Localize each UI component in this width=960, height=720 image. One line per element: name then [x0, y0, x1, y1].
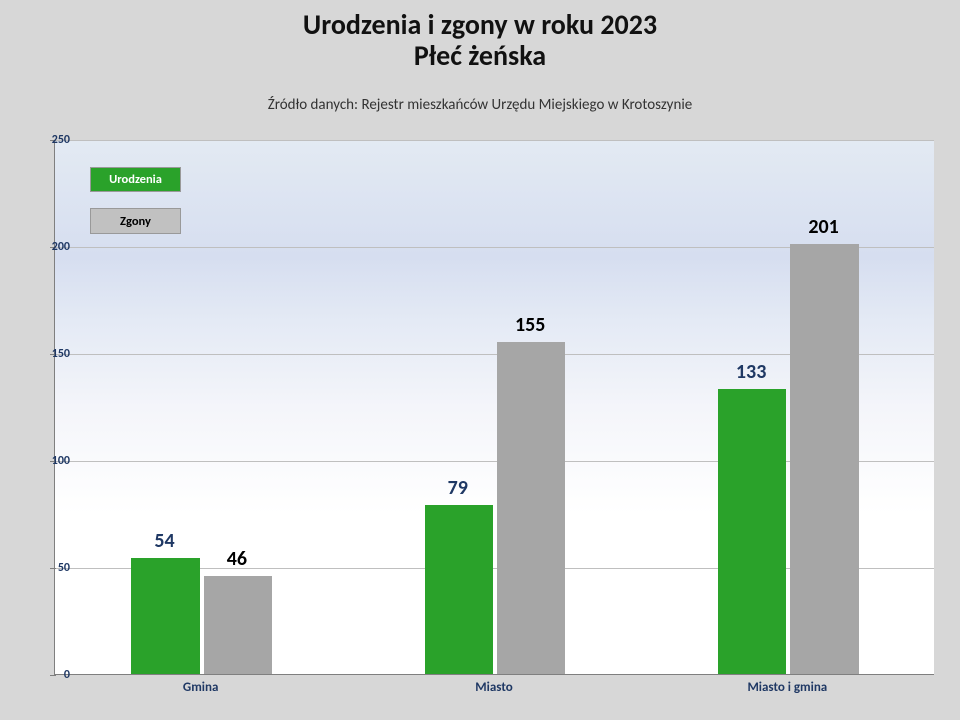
bar [790, 244, 858, 674]
bar-value-label: 54 [154, 529, 174, 553]
legend-item: Urodzenia [90, 167, 181, 193]
x-axis-label: Miasto [475, 680, 512, 695]
bar-value-label: 79 [448, 476, 468, 500]
bar-value-label: 133 [736, 360, 766, 384]
y-axis-label: 200 [30, 240, 70, 254]
chart-canvas: { "chart": { "type": "bar", "title_line1… [0, 0, 960, 720]
y-axis-label: 250 [30, 133, 70, 147]
bar [204, 576, 272, 674]
y-axis-label: 100 [30, 454, 70, 468]
bar-value-label: 201 [808, 215, 838, 239]
legend-item: Zgony [90, 208, 181, 234]
x-axis-label: Gmina [183, 680, 218, 695]
grid-line [55, 140, 934, 141]
y-axis-label: 150 [30, 347, 70, 361]
chart-title-line1: Urodzenia i zgony w roku 2023 [0, 10, 960, 41]
chart-title-line2: Płeć żeńska [0, 41, 960, 72]
chart-title: Urodzenia i zgony w roku 2023 Płeć żeńsk… [0, 10, 960, 72]
bar-value-label: 46 [227, 547, 247, 571]
x-axis-label: Miasto i gmina [747, 680, 827, 695]
bar [425, 505, 493, 674]
bar [497, 342, 565, 674]
bar-value-label: 155 [515, 313, 545, 337]
y-axis-label: 0 [30, 668, 70, 682]
chart-subtitle: Źródło danych: Rejestr mieszkańców Urzęd… [0, 96, 960, 114]
plot-area: Urodzenia Zgony [54, 140, 934, 675]
bar [718, 389, 786, 674]
bar [131, 558, 199, 674]
y-axis-label: 50 [30, 561, 70, 575]
